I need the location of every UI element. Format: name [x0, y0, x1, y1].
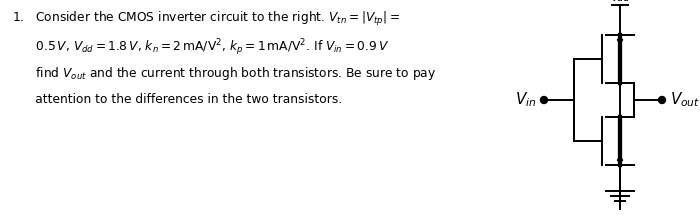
Text: attention to the differences in the two transistors.: attention to the differences in the two …	[12, 92, 342, 105]
Text: Vdd: Vdd	[610, 0, 629, 3]
Text: find $V_{out}$ and the current through both transistors. Be sure to pay: find $V_{out}$ and the current through b…	[12, 65, 436, 82]
Text: 1.   Consider the CMOS inverter circuit to the right. $V_{tn} = |V_{tp}| =$: 1. Consider the CMOS inverter circuit to…	[12, 10, 400, 28]
Text: $0.5\,V$, $V_{dd} = 1.8\,V$, $k_n = 2\,\mathrm{mA/V^2}$, $k_p = 1\,\mathrm{mA/V^: $0.5\,V$, $V_{dd} = 1.8\,V$, $k_n = 2\,\…	[12, 38, 389, 58]
Text: $V_{in}$: $V_{in}$	[514, 91, 536, 109]
Circle shape	[659, 97, 666, 104]
Text: $V_{out}$: $V_{out}$	[670, 91, 700, 109]
Circle shape	[540, 97, 547, 104]
